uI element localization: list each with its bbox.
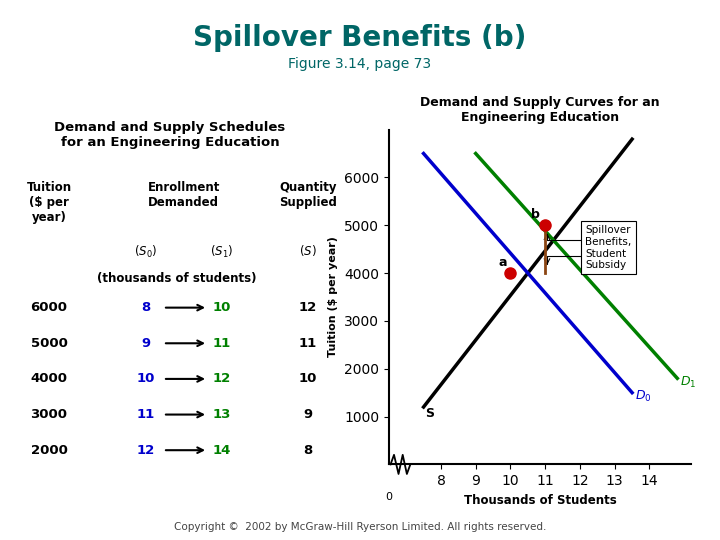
Text: 12: 12	[299, 301, 318, 314]
Text: 5000: 5000	[30, 337, 68, 350]
Text: 10: 10	[212, 301, 231, 314]
Text: 11: 11	[299, 337, 318, 350]
Text: 2000: 2000	[30, 444, 68, 457]
Text: 11: 11	[137, 408, 155, 421]
Text: 9: 9	[304, 408, 312, 421]
Text: 12: 12	[212, 373, 231, 386]
Text: Spillover
Benefits,
Student
Subsidy: Spillover Benefits, Student Subsidy	[585, 225, 631, 270]
X-axis label: Thousands of Students: Thousands of Students	[464, 494, 616, 507]
Text: 4000: 4000	[30, 373, 68, 386]
Text: 10: 10	[137, 373, 155, 386]
Text: Copyright ©  2002 by McGraw-Hill Ryerson Limited. All rights reserved.: Copyright © 2002 by McGraw-Hill Ryerson …	[174, 522, 546, 532]
Text: Figure 3.14, page 73: Figure 3.14, page 73	[289, 57, 431, 71]
Text: 9: 9	[141, 337, 150, 350]
Text: 8: 8	[304, 444, 312, 457]
Title: Demand and Supply Curves for an
Engineering Education: Demand and Supply Curves for an Engineer…	[420, 96, 660, 124]
Text: Enrollment
Demanded: Enrollment Demanded	[148, 181, 220, 209]
Text: (thousands of students): (thousands of students)	[97, 272, 256, 285]
Text: 13: 13	[212, 408, 231, 421]
Text: Quantity
Supplied: Quantity Supplied	[279, 181, 337, 209]
Text: Demand and Supply Schedules
for an Engineering Education: Demand and Supply Schedules for an Engin…	[54, 120, 286, 148]
Text: S: S	[426, 407, 434, 420]
Text: a: a	[498, 256, 507, 269]
Text: $(S)$: $(S)$	[300, 244, 317, 259]
Text: 0: 0	[385, 492, 392, 502]
Y-axis label: Tuition ($ per year): Tuition ($ per year)	[328, 237, 338, 357]
Text: 3000: 3000	[30, 408, 68, 421]
Text: $(S_0)$: $(S_0)$	[134, 244, 158, 260]
Text: b: b	[531, 208, 540, 221]
Text: Tuition
($ per
year): Tuition ($ per year)	[27, 181, 71, 224]
Text: 14: 14	[212, 444, 231, 457]
Text: $D_1$: $D_1$	[680, 374, 696, 389]
Text: 8: 8	[141, 301, 150, 314]
Text: 11: 11	[212, 337, 231, 350]
Text: $(S_1)$: $(S_1)$	[210, 244, 233, 260]
Text: $D_0$: $D_0$	[635, 389, 652, 404]
Text: 12: 12	[137, 444, 155, 457]
Text: 10: 10	[299, 373, 318, 386]
Text: 6000: 6000	[30, 301, 68, 314]
Text: Spillover Benefits (b): Spillover Benefits (b)	[193, 24, 527, 52]
